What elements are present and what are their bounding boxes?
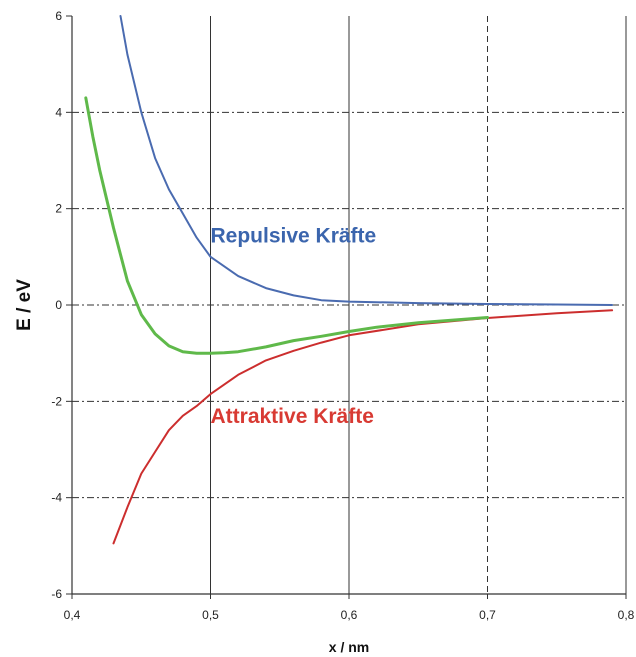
y-tick-label: -2 [51, 394, 62, 408]
axes [66, 15, 627, 599]
x-tick-label: 0,4 [64, 608, 81, 622]
y-axis-title: E / eV [14, 279, 35, 331]
x-tick-label: 0,5 [202, 608, 219, 622]
x-axis-title: x / nm [329, 639, 369, 655]
y-tick-label: 0 [55, 298, 62, 312]
annotations: Repulsive Kräfte Attraktive Kräfte [211, 224, 377, 428]
series-line [84, 96, 489, 355]
series-line [119, 15, 614, 306]
x-tick-labels: 0,4 0,5 0,6 0,7 0,8 [64, 608, 635, 622]
y-tick-label: -6 [51, 587, 62, 601]
series-group [84, 15, 614, 545]
x-tick-label: 0,6 [341, 608, 358, 622]
x-tick-label: 0,7 [479, 608, 496, 622]
y-tick-label: 4 [55, 105, 62, 119]
annotation-label: Repulsive Kräfte [211, 224, 377, 247]
x-tick-label: 0,8 [618, 608, 635, 622]
y-tick-label: 6 [55, 9, 62, 23]
y-tick-label: 2 [55, 202, 62, 216]
y-tick-label: -4 [51, 491, 62, 505]
gridlines [72, 16, 626, 594]
y-tick-labels: 6 4 2 0 -2 -4 -6 [51, 9, 62, 601]
annotation-label: Attraktive Kräfte [211, 405, 374, 428]
